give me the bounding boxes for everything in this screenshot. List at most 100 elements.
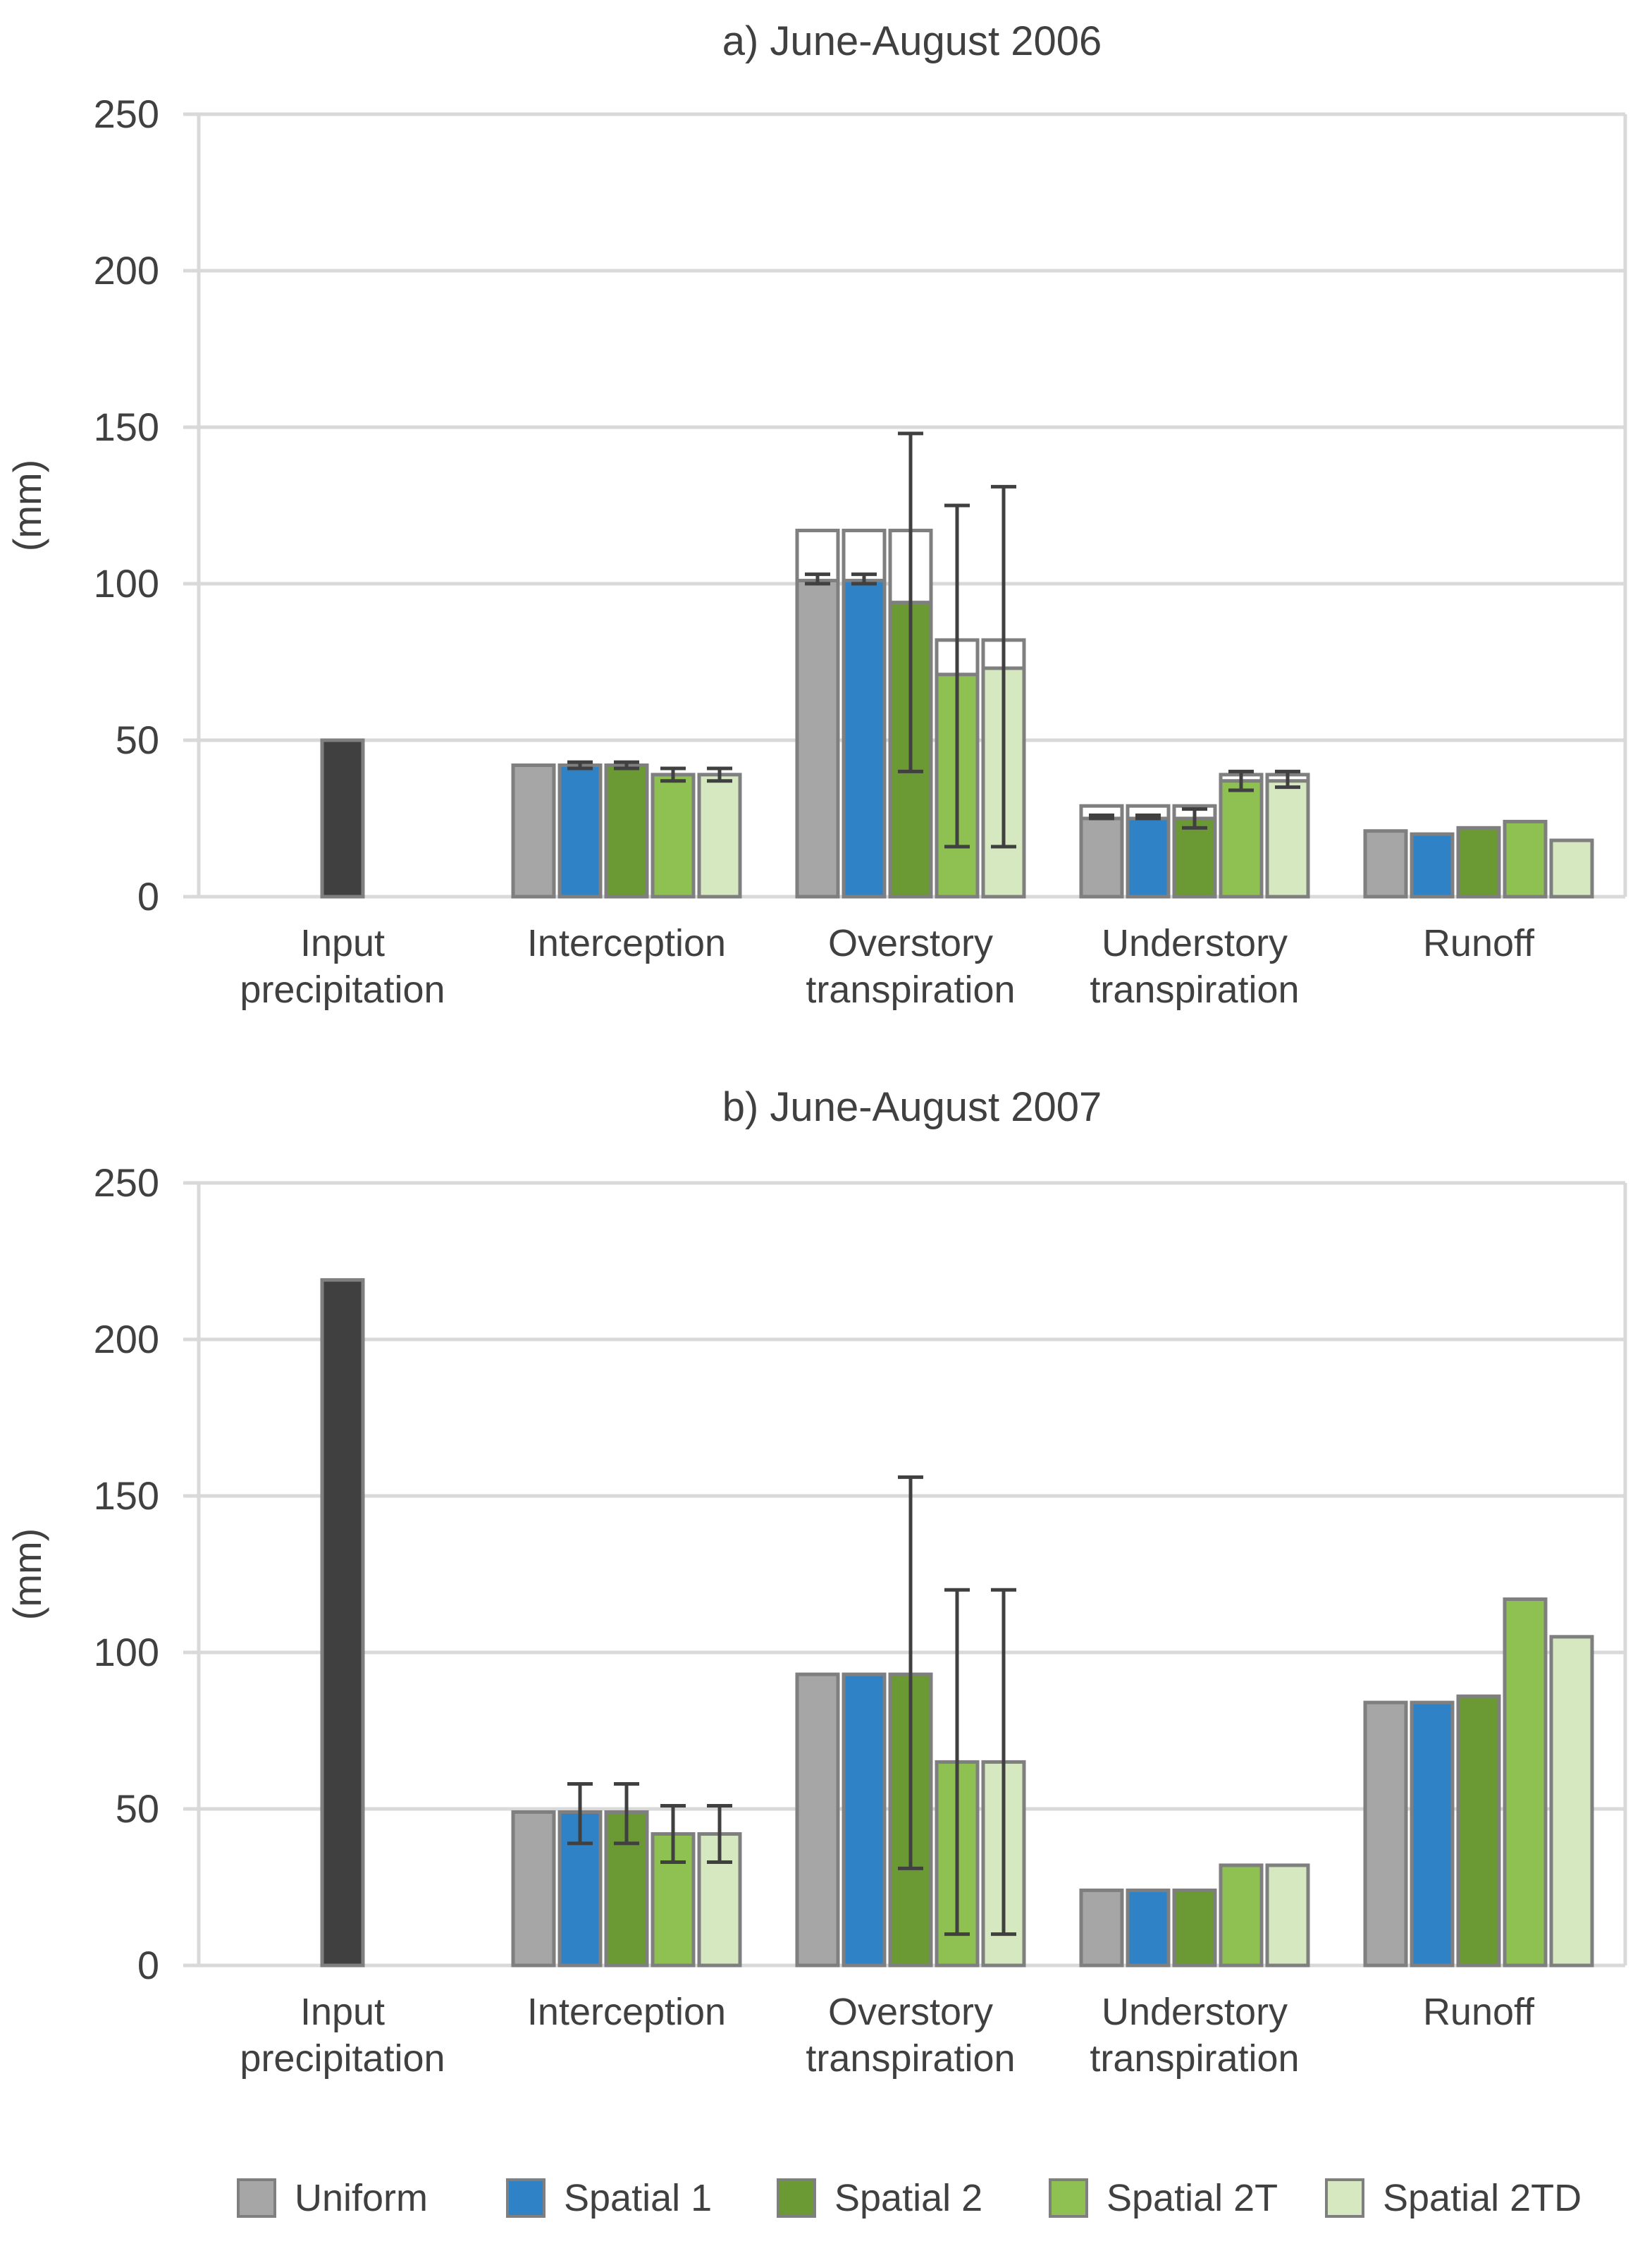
bar-spatial1-overstory-transpiration xyxy=(842,579,887,899)
error-bar-spatial1-understory-transpiration xyxy=(1135,814,1161,821)
bar-spatial2t-runoff xyxy=(1503,819,1548,899)
bar-spatial2t-understory-transpiration xyxy=(1219,1863,1264,1968)
chart-title: b) June-August 2007 xyxy=(722,1084,1102,1130)
legend-item-uniform: Uniform xyxy=(237,2176,428,2221)
bar-spatial2t-understory-transpiration xyxy=(1219,779,1264,899)
bar-spatial2td-understory-transpiration xyxy=(1265,779,1310,899)
bar-spatial2td-runoff xyxy=(1549,1635,1594,1968)
error-bar-spatial2td-overstory-transpiration xyxy=(991,1588,1016,1937)
bar-spatial2-understory-transpiration xyxy=(1172,816,1217,899)
y-axis-label: (mm) xyxy=(5,1528,49,1621)
figure: a) June-August 2006 (mm) 0 50 100 150 200 250 In… xyxy=(5,18,1627,2080)
error-bar-spatial1-overstory-transpiration xyxy=(851,572,877,586)
category-label-runoff: Runoff xyxy=(1423,922,1535,964)
bar-spatial2td-runoff xyxy=(1549,838,1594,899)
bar-uniform-interception xyxy=(511,1810,556,1968)
category-label-overstory-transpiration: Overstory xyxy=(828,922,993,964)
legend-item-spatial2t: Spatial 2T xyxy=(1049,2176,1278,2221)
bar-uniform-runoff xyxy=(1363,1700,1408,1968)
bar-spatial1-understory-transpiration xyxy=(1126,816,1171,899)
bar-spatial1-runoff xyxy=(1410,1700,1455,1968)
error-bar-spatial2-overstory-transpiration xyxy=(898,1475,923,1870)
chart-title: a) June-August 2006 xyxy=(722,18,1102,64)
legend-label-uniform: Uniform xyxy=(295,2177,429,2219)
bar-spatial2-interception xyxy=(604,763,649,899)
bar-spatial2-runoff xyxy=(1456,1694,1501,1968)
bar-spatial2-runoff xyxy=(1456,826,1501,899)
legend-label-spatial2td: Spatial 2TD xyxy=(1383,2177,1582,2219)
bar-spatial1-overstory-transpiration xyxy=(842,1672,887,1968)
panel-a: a) June-August 2006 (mm) 0 50 100 150 200 250 In… xyxy=(5,18,1627,1011)
category-label-overstory-transpiration: transpiration xyxy=(806,969,1015,1011)
legend-item-spatial2: Spatial 2 xyxy=(777,2176,982,2221)
category-label-input-precipitation: Input xyxy=(300,1991,385,2033)
y-tick-label: 200 xyxy=(94,1317,159,1361)
y-tick-label: 250 xyxy=(94,92,159,136)
legend-label-spatial2: Spatial 2 xyxy=(834,2177,983,2219)
bar-spatial2t-interception xyxy=(651,773,696,899)
bar-input-precipitation xyxy=(320,738,365,899)
category-label-interception: Interception xyxy=(527,1991,726,2033)
bar-uniform-overstory-transpiration xyxy=(795,1672,840,1968)
bar-spatial2-understory-transpiration xyxy=(1172,1888,1217,1968)
y-axis-label: (mm) xyxy=(5,460,49,552)
bar-uniform-understory-transpiration xyxy=(1079,1888,1124,1968)
bar-spatial2td-understory-transpiration xyxy=(1265,1863,1310,1968)
error-bar-spatial2t-interception xyxy=(660,766,686,783)
category-label-input-precipitation: Input xyxy=(300,922,385,964)
error-bar-spatial1-interception xyxy=(567,1781,593,1846)
bar-uniform-runoff xyxy=(1363,829,1408,899)
legend-item-spatial1: Spatial 1 xyxy=(506,2176,712,2221)
category-label-overstory-transpiration: Overstory xyxy=(828,1991,993,2033)
y-tick-label: 250 xyxy=(94,1160,159,1205)
category-label-interception: Interception xyxy=(527,922,726,964)
error-bar-spatial2-understory-transpiration xyxy=(1182,807,1207,830)
legend-swatch-spatial1 xyxy=(506,2178,545,2218)
panel-b: b) June-August 2007 (mm) 0 50 100 150 200 250 In… xyxy=(5,1084,1627,2080)
category-label-overstory-transpiration: transpiration xyxy=(806,2037,1015,2080)
legend-label-spatial2t: Spatial 2T xyxy=(1107,2177,1278,2219)
legend-swatch-spatial2t xyxy=(1049,2178,1088,2218)
error-bar-spatial2td-interception xyxy=(707,766,732,783)
legend-swatch-spatial2 xyxy=(777,2178,816,2218)
y-tick-label: 200 xyxy=(94,248,159,293)
legend-swatch-spatial2td xyxy=(1325,2178,1364,2218)
error-bar-spatial2-overstory-transpiration xyxy=(898,431,923,773)
error-bar-spatial2t-interception xyxy=(660,1804,686,1864)
error-bar-uniform-understory-transpiration xyxy=(1089,814,1114,821)
bar-spatial2t-runoff xyxy=(1503,1597,1548,1968)
category-label-input-precipitation: precipitation xyxy=(240,2037,445,2080)
bar-uniform-understory-transpiration xyxy=(1079,816,1124,899)
y-tick-label: 50 xyxy=(116,718,159,762)
error-bar-uniform-overstory-transpiration xyxy=(805,572,830,586)
category-label-input-precipitation: precipitation xyxy=(240,969,445,1011)
y-tick-label: 100 xyxy=(94,561,159,606)
bar-spatial1-interception xyxy=(557,763,603,899)
y-tick-label: 150 xyxy=(94,405,159,449)
y-tick-label: 150 xyxy=(94,1473,159,1518)
bar-uniform-interception xyxy=(511,763,556,899)
legend-label-spatial1: Spatial 1 xyxy=(564,2177,713,2219)
category-label-runoff: Runoff xyxy=(1423,1991,1535,2033)
error-bar-spatial2td-understory-transpiration xyxy=(1275,769,1300,790)
error-bar-spatial2t-understory-transpiration xyxy=(1228,769,1254,792)
category-label-understory-transpiration: transpiration xyxy=(1090,2037,1299,2080)
bar-input-precipitation xyxy=(320,1278,365,1968)
y-tick-label: 50 xyxy=(116,1786,159,1831)
y-tick-label: 100 xyxy=(94,1630,159,1674)
error-bar-spatial2td-interception xyxy=(707,1804,732,1864)
y-tick-label: 0 xyxy=(137,1943,159,1987)
legend-swatch-uniform xyxy=(237,2178,276,2218)
error-bar-spatial2td-overstory-transpiration xyxy=(991,484,1016,849)
error-bar-spatial1-interception xyxy=(567,760,593,771)
bar-spatial1-understory-transpiration xyxy=(1126,1888,1171,1968)
error-bar-spatial2-interception xyxy=(614,1781,639,1846)
legend: Uniform Spatial 1 Spatial 2 Spatial 2T S… xyxy=(0,2156,1652,2240)
error-bar-spatial2t-overstory-transpiration xyxy=(944,1588,970,1937)
bar-uniform-overstory-transpiration xyxy=(795,579,840,899)
bar-spatial1-runoff xyxy=(1410,832,1455,899)
category-label-understory-transpiration: transpiration xyxy=(1090,969,1299,1011)
category-label-understory-transpiration: Understory xyxy=(1102,922,1288,964)
error-bar-spatial2-interception xyxy=(614,760,639,771)
legend-item-spatial2td: Spatial 2TD xyxy=(1325,2176,1582,2221)
